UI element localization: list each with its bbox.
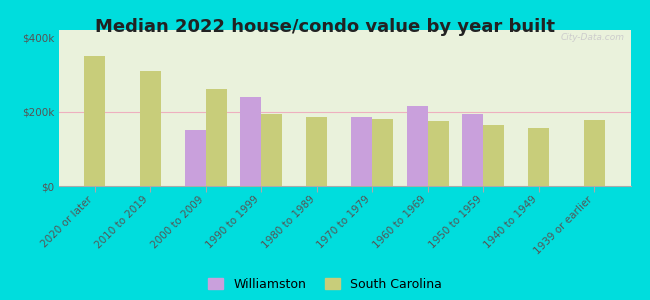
Bar: [428, 121, 449, 186]
Text: Median 2022 house/condo value by year built: Median 2022 house/condo value by year bu…: [95, 18, 555, 36]
Bar: [306, 117, 328, 186]
Text: City-Data.com: City-Data.com: [561, 33, 625, 42]
Bar: [462, 114, 484, 186]
Bar: [484, 125, 504, 186]
Bar: [528, 128, 549, 186]
Bar: [240, 97, 261, 186]
Bar: [205, 89, 227, 186]
Bar: [84, 56, 105, 186]
Bar: [185, 130, 205, 186]
Bar: [140, 71, 161, 186]
Bar: [407, 106, 428, 186]
Bar: [372, 119, 393, 186]
Bar: [584, 120, 605, 186]
Legend: Williamston, South Carolina: Williamston, South Carolina: [208, 278, 442, 291]
Bar: [351, 117, 372, 186]
Bar: [261, 114, 282, 186]
